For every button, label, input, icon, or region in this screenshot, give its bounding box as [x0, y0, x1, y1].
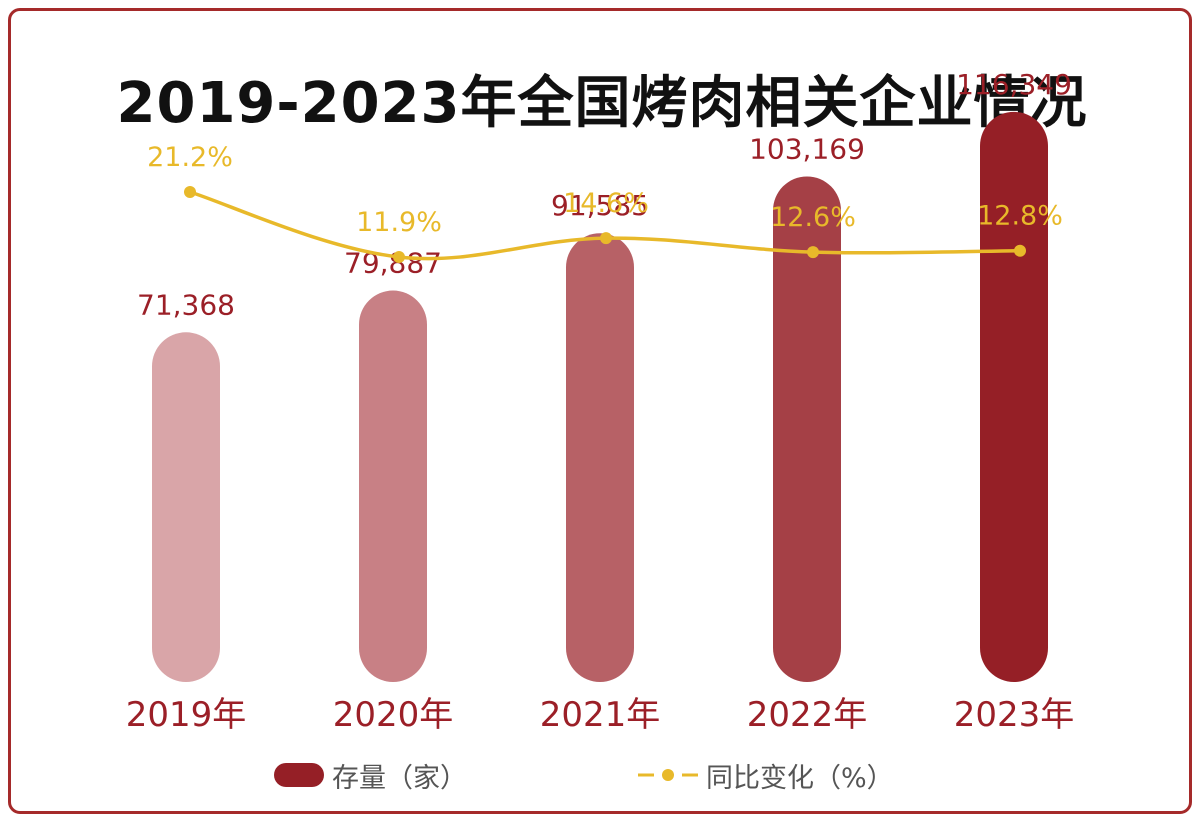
- yoy-point: [1014, 244, 1026, 257]
- x-tick-label: 2020年: [333, 695, 454, 735]
- yoy-value-label: 12.6%: [770, 202, 856, 233]
- yoy-point: [600, 232, 612, 245]
- yoy-value-label: 14.6%: [563, 188, 649, 219]
- legend-line-dot: [662, 769, 674, 781]
- yoy-point: [184, 186, 196, 198]
- legend: 存量（家） 同比变化（%）: [0, 755, 1204, 795]
- bar-2021年: [566, 233, 634, 682]
- bar-value-label: 91,585: [551, 189, 649, 222]
- x-tick-label: 2021年: [540, 695, 661, 735]
- legend-label-stock: 存量（家）: [332, 762, 467, 794]
- legend-bar-swatch: [274, 763, 324, 787]
- bar-value-label: 103,169: [749, 132, 865, 165]
- yoy-value-label: 11.9%: [356, 207, 442, 238]
- legend-line-swatch: [638, 769, 698, 781]
- yoy-point: [807, 246, 819, 259]
- chart-title: 2019-2023年全国烤肉相关企业情况: [116, 71, 1088, 136]
- bar-2020年: [359, 290, 427, 682]
- bar-2023年: [980, 111, 1048, 683]
- bar-2019年: [152, 332, 220, 682]
- bar-value-label: 116,349: [956, 68, 1072, 101]
- x-tick-label: 2023年: [954, 695, 1075, 735]
- legend-item-stock: 存量（家）: [274, 755, 467, 795]
- bar-value-label: 71,368: [137, 288, 235, 321]
- chart-frame: [8, 8, 1192, 814]
- yoy-point: [393, 251, 405, 263]
- bar-2022年: [773, 176, 841, 682]
- x-tick-label: 2022年: [747, 695, 868, 735]
- yoy-value-label: 21.2%: [147, 142, 233, 173]
- yoy-value-label: 12.8%: [977, 201, 1063, 232]
- bar-value-label: 79,887: [344, 247, 442, 280]
- legend-label-yoy: 同比变化（%）: [706, 762, 894, 794]
- x-tick-label: 2019年: [126, 695, 247, 735]
- legend-item-yoy: 同比变化（%）: [636, 755, 894, 795]
